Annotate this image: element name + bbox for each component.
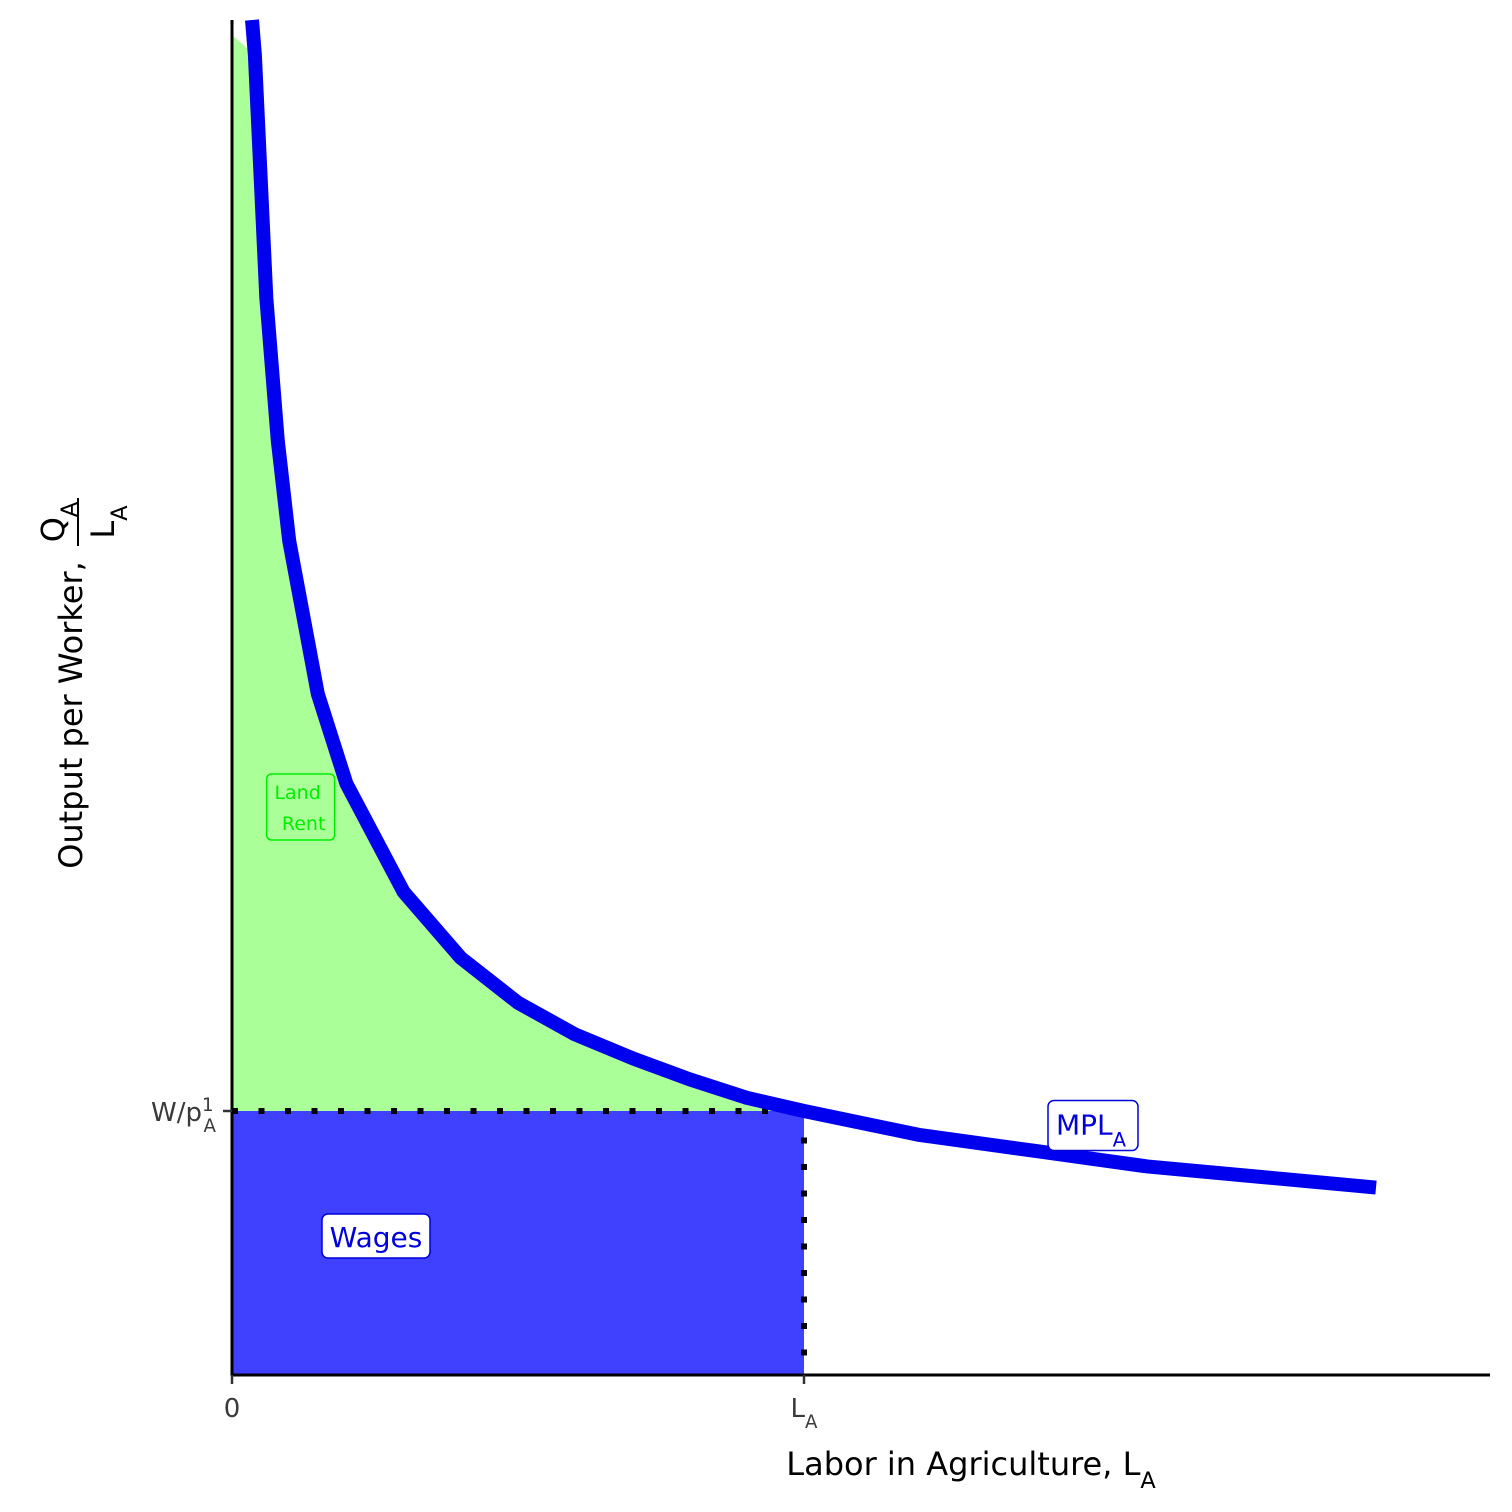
- x-tick-label: LA: [791, 1394, 819, 1433]
- land-rent-label-line1: Land: [274, 782, 320, 804]
- land-rent-area: [232, 35, 804, 1111]
- y-tick-label: W/p1 A: [151, 1095, 217, 1137]
- mpl-label: MPLA: [1056, 1109, 1127, 1152]
- wages-label-box: [321, 1213, 431, 1259]
- wages-label: Wages: [330, 1221, 423, 1254]
- land-rent-label-box: [265, 773, 336, 841]
- y-axis-title-numerator: QA: [34, 501, 83, 542]
- x-tick-label: 0: [224, 1394, 241, 1424]
- mpl-curve: [245, 19, 1377, 1195]
- wages-area: [232, 1111, 804, 1375]
- land-rent-label-line2: Rent: [282, 813, 326, 835]
- mpl-label-box: [1047, 1099, 1139, 1152]
- y-axis-title-prefix: Output per Worker,: [52, 561, 90, 869]
- x-axis-title: Labor in Agriculture, LA: [786, 1445, 1156, 1494]
- y-axis-title-denominator: LA: [84, 505, 133, 539]
